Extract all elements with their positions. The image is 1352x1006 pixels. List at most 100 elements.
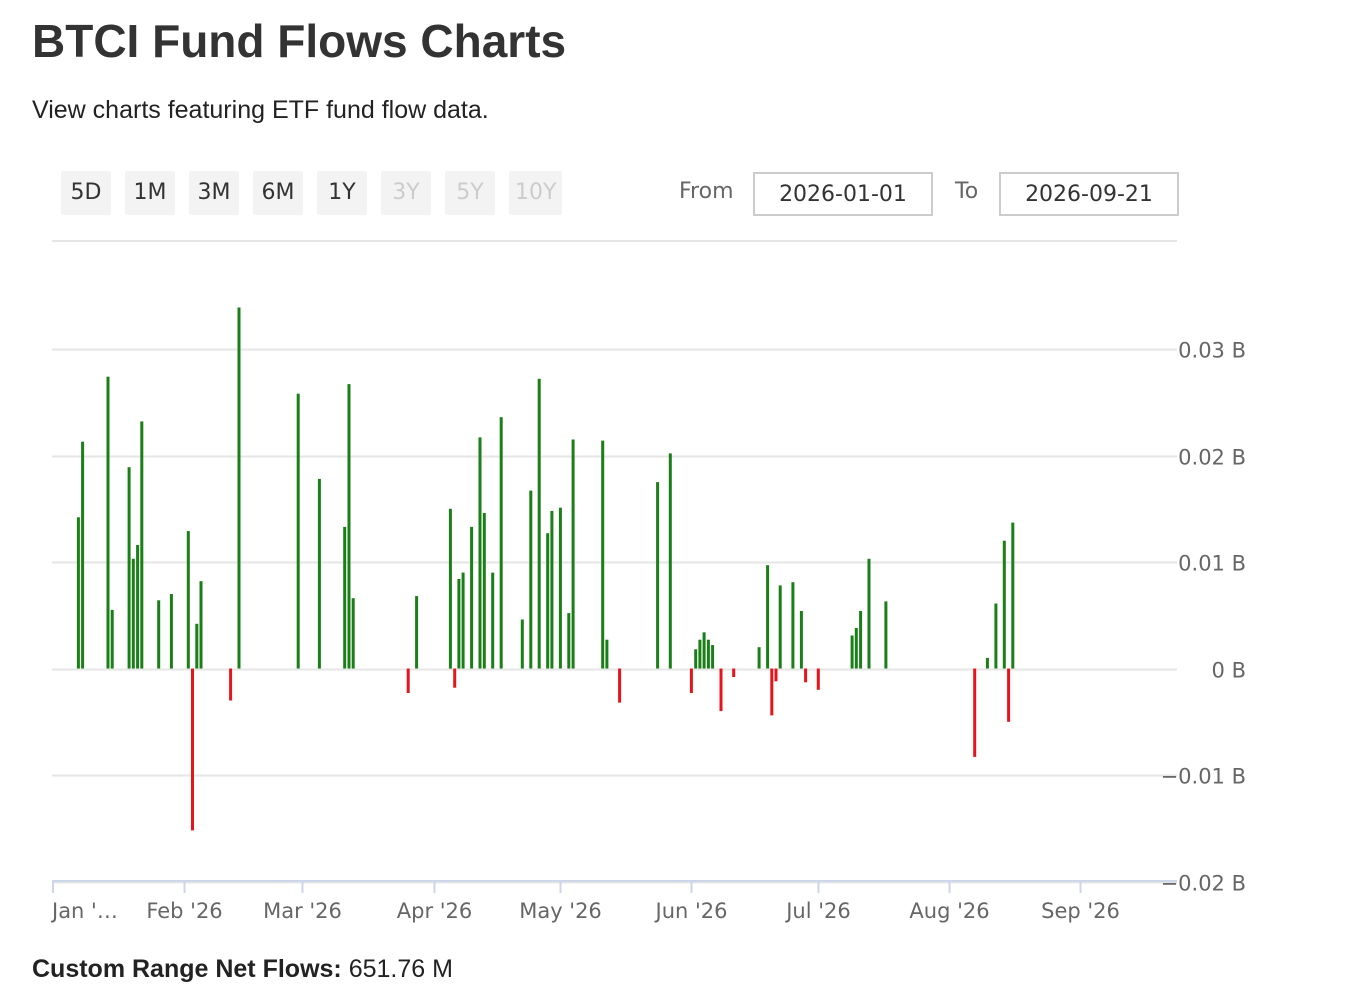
page-subtitle: View charts featuring ETF fund flow data… [32,96,489,124]
inflow-bar [706,639,710,669]
inflow-bar [766,565,770,669]
y-axis-labels: −0.02 B −0.01 B 0 B 0.01 B 0.02 B 0.03 B [1161,339,1246,896]
x-tick-label: Aug '26 [909,899,989,923]
inflow-bar [478,437,482,669]
outflow-bar [770,668,774,716]
inflow-bar [127,467,131,669]
x-tick-label: Jun '26 [654,899,728,923]
inflow-bar [558,507,562,669]
range-1y-button[interactable]: 1Y [317,171,367,215]
page-title: BTCI Fund Flows Charts [32,15,567,67]
outflow-bar [816,668,820,690]
from-date-input[interactable] [753,172,933,216]
from-label: From [679,179,734,204]
range-10y-button: 10Y [509,171,563,215]
outflow-bar [719,668,723,712]
inflow-bar [529,490,533,669]
range-6m-button[interactable]: 6M [253,171,303,215]
inflow-bar [351,598,355,669]
inflow-bar [106,376,110,669]
net-flows-label: Custom Range Net Flows: [32,955,342,983]
fund-flows-chart: Jan '… Feb '26 Mar '26 Apr '26 May '26 Jun '2… [50,240,1246,923]
outflow-bar [689,668,693,693]
outflow-bar [774,668,778,682]
inflow-bar [656,482,660,669]
inflow-bar [461,572,465,669]
range-1m-button[interactable]: 1M [125,171,175,215]
inflow-bar [520,619,524,669]
to-label: To [955,179,979,204]
inflow-bar [169,594,173,669]
to-date-input[interactable] [999,172,1179,216]
inflow-bar [605,639,609,669]
x-tick-label: Sep '26 [1041,899,1120,923]
inflow-bar [482,513,486,669]
inflow-bar [157,600,161,669]
x-axis: Jan '… Feb '26 Mar '26 Apr '26 May '26 Jun '2… [50,880,1177,923]
net-flows-value: 651.76 M [348,955,453,983]
outflow-bar [191,668,194,831]
inflow-bar [884,601,888,669]
x-tick-label: Jul '26 [784,899,851,923]
inflow-bar [859,611,863,669]
net-flows-summary: Custom Range Net Flows: 651.76 M [32,955,453,984]
inflow-bar [537,378,541,669]
inflow-bar [550,510,554,669]
inflow-bar [567,613,571,669]
inflow-bar [571,439,575,669]
inflow-bar [81,441,85,669]
y-tick-label: 0.01 B [1178,552,1246,576]
inflow-bar [347,384,351,669]
outflow-bar [973,668,977,757]
range-3m-button[interactable]: 3M [189,171,239,215]
inflow-bar [199,581,203,669]
inflow-bar [799,611,803,669]
y-tick-label: −0.01 B [1161,765,1246,789]
inflow-bar [1002,540,1006,669]
inflow-bar [867,558,871,669]
inflow-bar [343,526,347,669]
y-tick-label: 0.02 B [1178,446,1246,470]
inflow-bar [491,572,495,669]
inflow-bar [985,657,989,669]
outflow-bar [804,668,808,683]
inflow-bar [470,526,474,669]
x-tick-label: Feb '26 [146,899,222,923]
inflow-bar [694,649,698,669]
x-tick-label: May '26 [519,899,602,923]
x-tick-label: Apr '26 [397,899,473,923]
inflow-bar [237,307,241,669]
inflow-bar [601,440,605,669]
range-3y-button: 3Y [381,171,431,215]
inflow-bar [778,585,782,669]
inflow-bar [546,533,550,669]
range-5y-button: 5Y [445,171,495,215]
inflow-bar [668,453,672,669]
inflow-bar [140,421,144,669]
inflow-bar [698,639,702,669]
range-5d-button[interactable]: 5D [61,171,111,215]
inflow-bar [136,545,140,669]
y-tick-label: 0 B [1212,659,1246,683]
inflow-bar [110,609,114,669]
inflow-bar [296,393,300,669]
outflow-bar [229,668,233,701]
outflow-bar [732,668,736,677]
inflow-bar [186,531,190,669]
x-tick-label: Mar '26 [263,899,342,923]
grid-lines [52,240,1177,884]
x-tick-label: Jan '… [50,899,118,923]
inflow-bar [457,579,461,669]
inflow-bar [448,508,452,669]
inflow-bar [994,603,998,669]
inflow-bar [850,635,854,669]
outflow-bar [406,668,410,693]
inflow-bar [854,628,858,669]
inflow-bar [757,647,761,669]
y-tick-label: −0.02 B [1161,872,1246,896]
inflow-bar [1011,522,1015,669]
inflow-bar [499,417,503,669]
inflow-bar [76,517,80,669]
inflow-bar [195,623,199,669]
outflow-bar [618,668,622,703]
